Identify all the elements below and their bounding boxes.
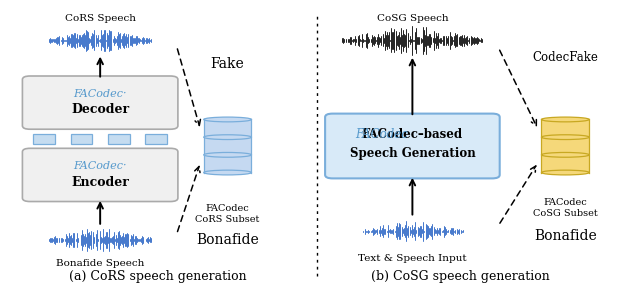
FancyBboxPatch shape	[70, 134, 92, 144]
Text: FACodec: FACodec	[355, 128, 408, 141]
Text: Decoder: Decoder	[71, 103, 129, 116]
Text: CoSG Subset: CoSG Subset	[533, 209, 598, 218]
Text: FACodec: FACodec	[543, 198, 588, 207]
Ellipse shape	[204, 135, 252, 140]
Ellipse shape	[541, 152, 589, 157]
Ellipse shape	[204, 152, 252, 157]
Text: Bonafide: Bonafide	[534, 229, 596, 243]
Text: (a) CoRS speech generation: (a) CoRS speech generation	[68, 270, 246, 283]
FancyBboxPatch shape	[325, 114, 500, 178]
FancyBboxPatch shape	[145, 134, 167, 144]
Text: Encoder: Encoder	[71, 176, 129, 189]
Text: FACodec·: FACodec·	[74, 161, 127, 171]
Polygon shape	[204, 119, 252, 173]
Ellipse shape	[204, 170, 252, 175]
FancyBboxPatch shape	[108, 134, 130, 144]
FancyBboxPatch shape	[22, 76, 178, 129]
Text: CoRS Subset: CoRS Subset	[195, 215, 260, 224]
Text: CoSG Speech: CoSG Speech	[376, 14, 448, 23]
Text: FACodec·: FACodec·	[74, 89, 127, 99]
Text: CodecFake: CodecFake	[532, 51, 598, 64]
Ellipse shape	[541, 170, 589, 175]
Ellipse shape	[541, 117, 589, 122]
Text: (b) CoSG speech generation: (b) CoSG speech generation	[371, 270, 550, 283]
FancyBboxPatch shape	[22, 148, 178, 201]
Text: FACodec–based: FACodec–based	[362, 128, 463, 141]
Polygon shape	[541, 119, 589, 173]
Text: Text & Speech Input: Text & Speech Input	[358, 254, 467, 263]
Ellipse shape	[204, 117, 252, 122]
Ellipse shape	[541, 135, 589, 140]
FancyBboxPatch shape	[33, 134, 55, 144]
Text: FACodec: FACodec	[205, 204, 250, 213]
Text: Bonafide Speech: Bonafide Speech	[56, 259, 145, 268]
Text: Speech Generation: Speech Generation	[349, 147, 476, 160]
Text: CoRS Speech: CoRS Speech	[65, 14, 136, 23]
Text: Fake: Fake	[211, 57, 244, 71]
Text: Bonafide: Bonafide	[196, 233, 259, 247]
